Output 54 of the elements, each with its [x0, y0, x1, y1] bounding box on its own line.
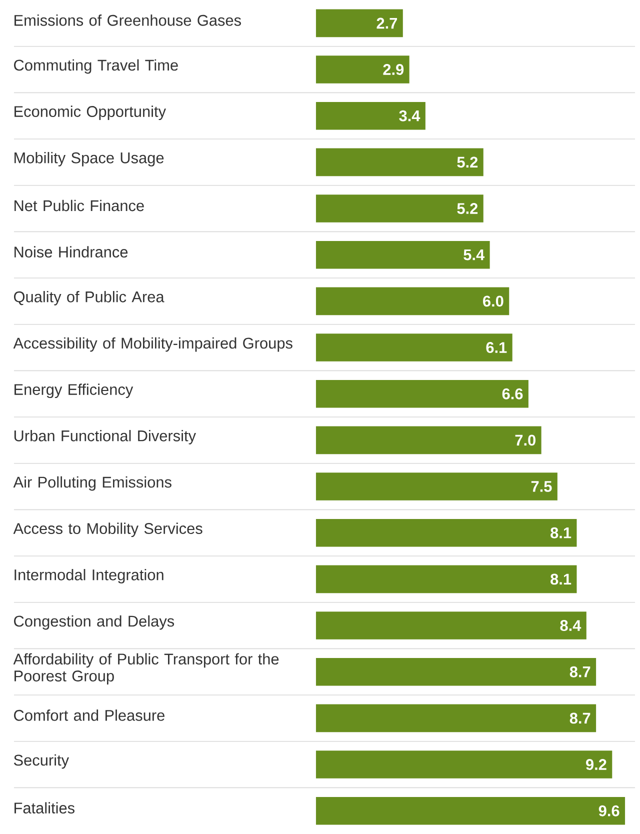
data-label: 6.6 [502, 388, 523, 400]
bar [316, 56, 410, 84]
data-label: 2.7 [376, 18, 398, 29]
bar [316, 287, 510, 316]
y-tick-label: Comfort and Pleasure [14, 710, 164, 721]
bar [316, 565, 577, 594]
data-label: 2.9 [383, 64, 404, 75]
data-label: 8.4 [560, 620, 582, 631]
bar [316, 658, 596, 686]
y-tick-label: Mobility Space Usage [14, 152, 164, 166]
data-label: 7.5 [531, 481, 552, 492]
y-tick-label: Affordability of Public Transport for the Poorest Group [13, 653, 279, 685]
data-label: 8.7 [570, 666, 590, 678]
bar [316, 148, 484, 176]
bar [316, 750, 612, 778]
y-tick-label: Congestion and Delays [14, 615, 174, 630]
data-label: 3.4 [399, 110, 420, 122]
y-tick-label: Accessibility of Mobility-impaired Groups [13, 337, 292, 352]
data-label: 6.1 [486, 342, 507, 353]
y-tick-label: Emissions of Greenhouse Gases [14, 14, 241, 26]
data-label: 5.2 [457, 203, 478, 214]
bar [316, 240, 490, 269]
data-label: 8.1 [550, 527, 572, 538]
y-tick-label: Noise Hindrance [14, 246, 128, 258]
data-label: 9.6 [598, 805, 620, 816]
bar [316, 9, 403, 38]
data-label: 8.7 [570, 712, 590, 724]
y-tick-label: Economic Opportunity [14, 106, 166, 120]
data-label: 9.2 [586, 759, 606, 770]
data-label: 8.1 [550, 574, 572, 585]
bar [316, 102, 426, 130]
y-tick-label: Access to Mobility Services [13, 522, 202, 538]
data-label: 5.4 [464, 249, 485, 260]
y-tick-label: Quality of Public Area [14, 290, 164, 306]
bar [316, 612, 586, 640]
bar [316, 194, 484, 222]
bar [316, 518, 577, 547]
data-label: 6.0 [483, 296, 504, 307]
bar [316, 380, 528, 408]
bar [316, 796, 626, 825]
y-tick-label: Energy Efficiency [14, 384, 134, 398]
data-label: 7.0 [515, 434, 536, 446]
bar [316, 426, 542, 454]
y-tick-label: Fatalities [14, 802, 74, 814]
bar [316, 334, 512, 362]
data-label: 5.2 [457, 156, 478, 168]
y-tick-label: Air Polluting Emissions [13, 476, 172, 491]
y-tick-label: Intermodal Integration [14, 568, 164, 584]
y-tick-label: Net Public Finance [14, 200, 144, 212]
bar [316, 472, 558, 500]
y-tick-label: Security [14, 754, 70, 769]
y-tick-label: Urban Functional Diversity [14, 430, 196, 444]
y-tick-label: Commuting Travel Time [14, 59, 178, 74]
bar [316, 704, 596, 732]
